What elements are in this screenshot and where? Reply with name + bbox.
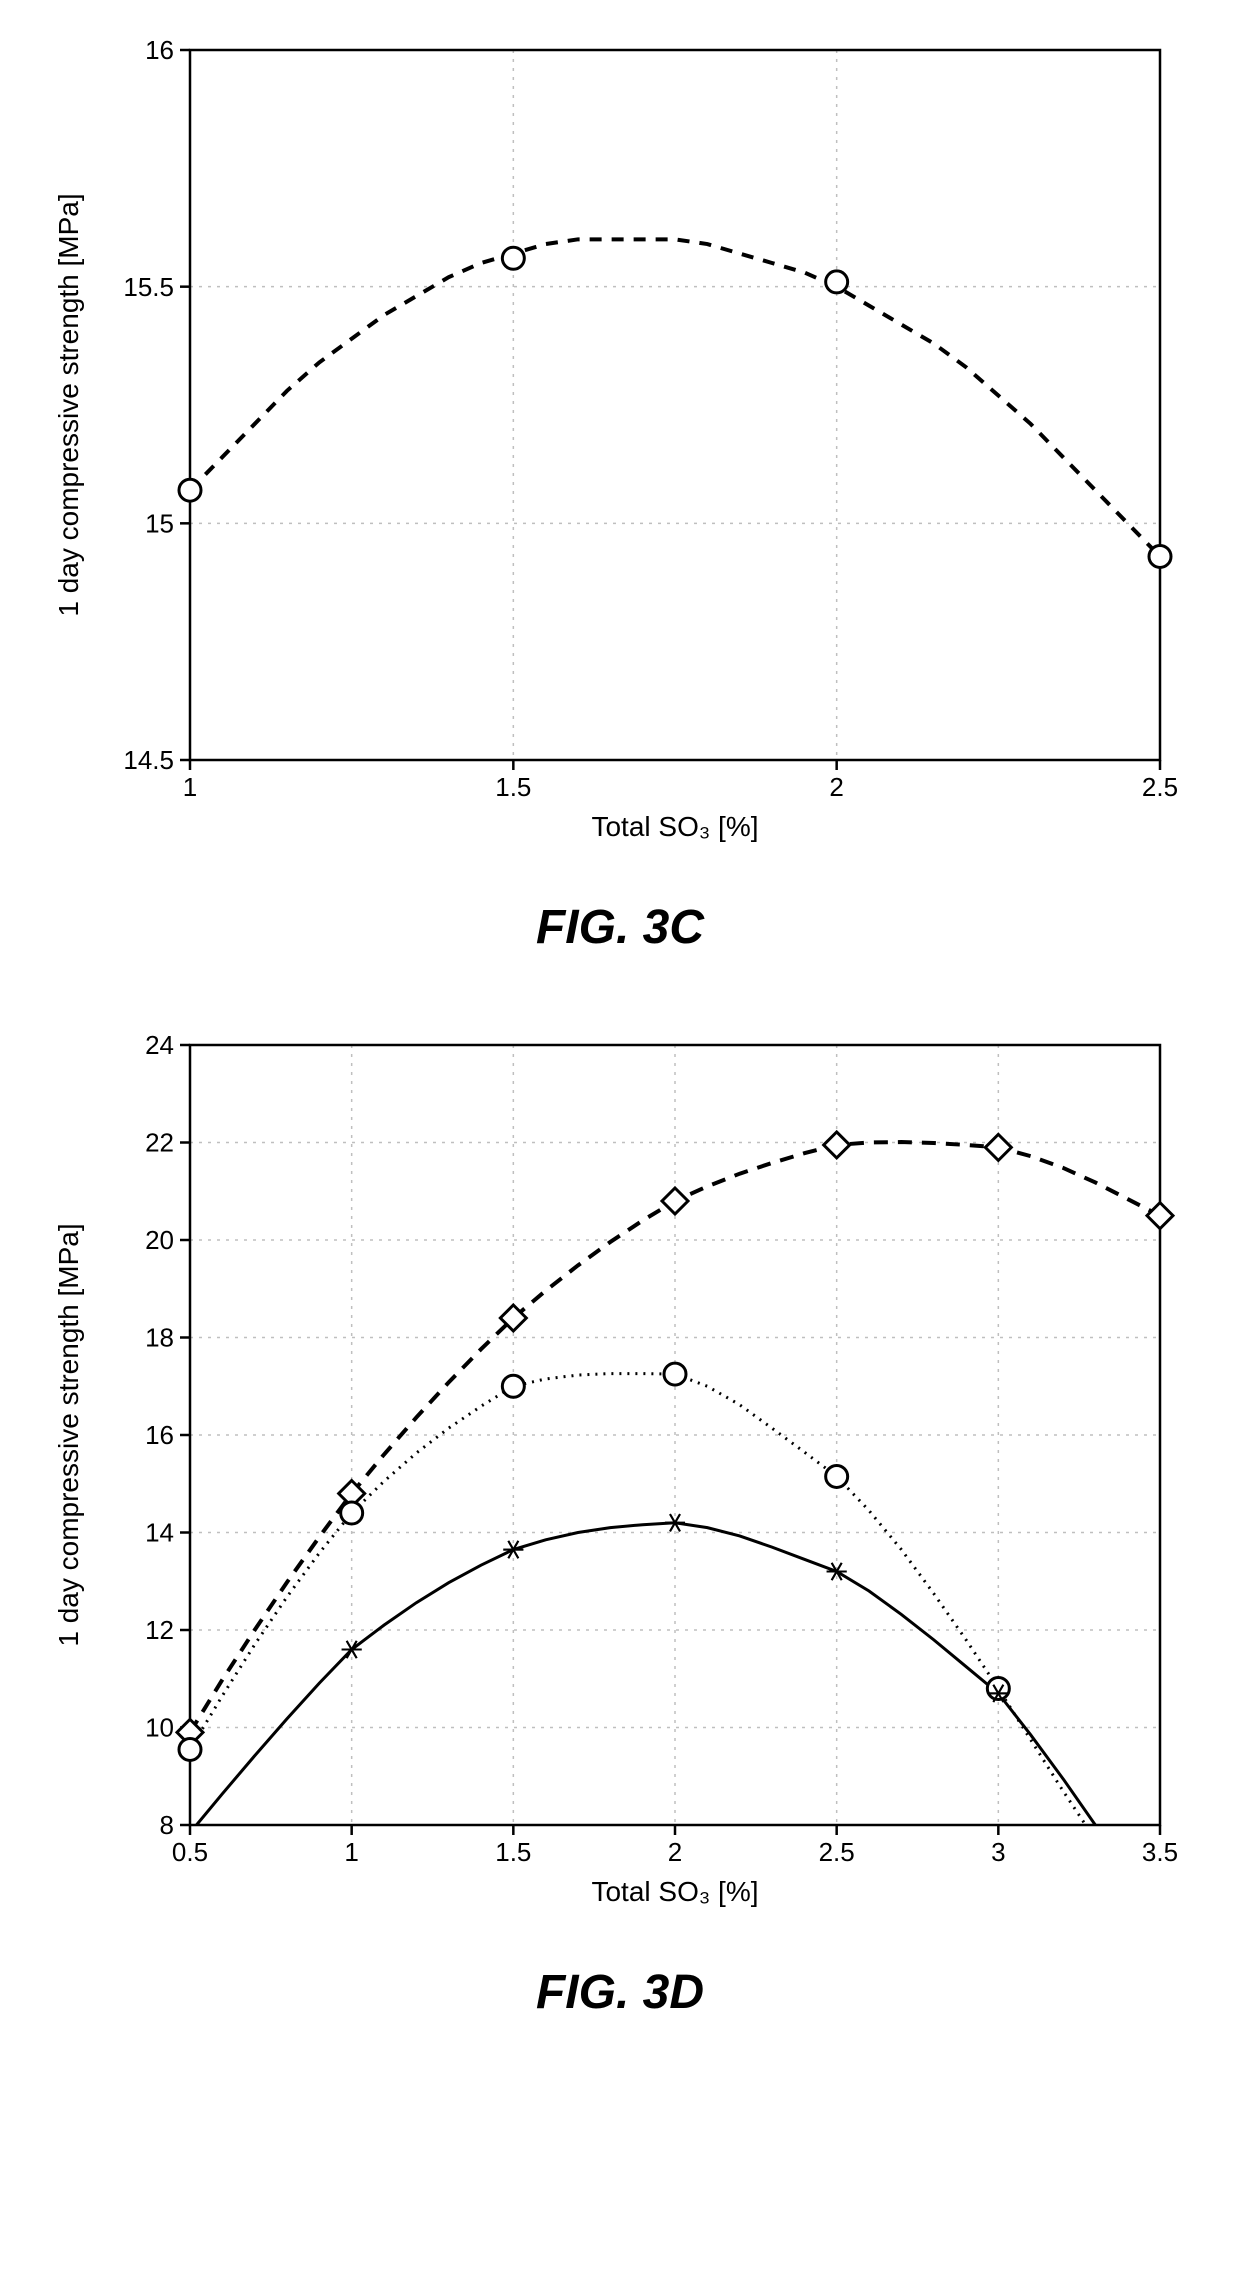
svg-text:Total SO₃ [%]: Total SO₃ [%] [591,811,758,842]
svg-text:14.5: 14.5 [123,745,174,775]
chart-fig-3c: 1 1.5 2 2.5 14.5 15 15.5 16 Total SO₃ [%] 1 day c… [40,20,1200,870]
svg-text:2: 2 [668,1837,682,1867]
svg-text:15: 15 [145,508,174,538]
svg-text:0.5: 0.5 [172,1837,208,1867]
svg-text:8: 8 [160,1810,174,1840]
svg-text:Total SO₃ [%]: Total SO₃ [%] [591,1876,758,1907]
svg-text:2.5: 2.5 [819,1837,855,1867]
svg-text:2.5: 2.5 [1142,772,1178,802]
chart-fig-3d: 0.5 1 1.5 2 2.5 3 3.5 8 10 12 14 16 18 20 22 24 Total SO… [40,1015,1200,1935]
svg-text:3.5: 3.5 [1142,1837,1178,1867]
svg-text:20: 20 [145,1225,174,1255]
svg-text:3: 3 [991,1837,1005,1867]
svg-text:1.5: 1.5 [495,772,531,802]
svg-text:14: 14 [145,1518,174,1548]
svg-text:1.5: 1.5 [495,1837,531,1867]
caption-fig-3d: FIG. 3D [30,1965,1210,2020]
svg-text:15.5: 15.5 [123,272,174,302]
svg-text:1: 1 [183,772,197,802]
svg-text:2: 2 [829,772,843,802]
page: 1 1.5 2 2.5 14.5 15 15.5 16 Total SO₃ [%] 1 day c… [0,0,1240,2120]
svg-text:10: 10 [145,1713,174,1743]
svg-text:16: 16 [145,1420,174,1450]
svg-text:22: 22 [145,1128,174,1158]
caption-fig-3c: FIG. 3C [30,900,1210,955]
svg-text:1 day compressive strength [MP: 1 day compressive strength [MPa] [53,193,84,616]
svg-text:1 day compressive strength [MP: 1 day compressive strength [MPa] [53,1223,84,1646]
svg-text:12: 12 [145,1615,174,1645]
svg-text:24: 24 [145,1030,174,1060]
svg-text:18: 18 [145,1323,174,1353]
svg-text:1: 1 [344,1837,358,1867]
svg-text:16: 16 [145,35,174,65]
